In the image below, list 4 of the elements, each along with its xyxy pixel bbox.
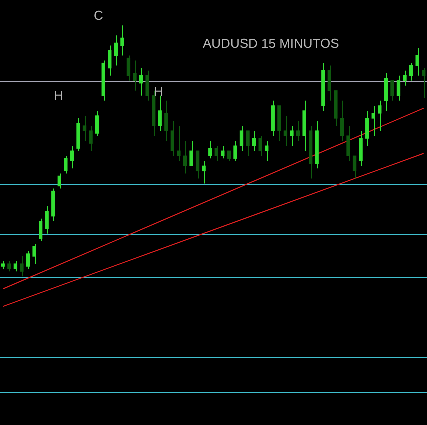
annotation: H xyxy=(54,88,64,103)
text: C xyxy=(94,8,104,23)
annotation: H xyxy=(154,84,164,99)
text: AUDUSD 15 MINUTOS xyxy=(203,36,340,51)
